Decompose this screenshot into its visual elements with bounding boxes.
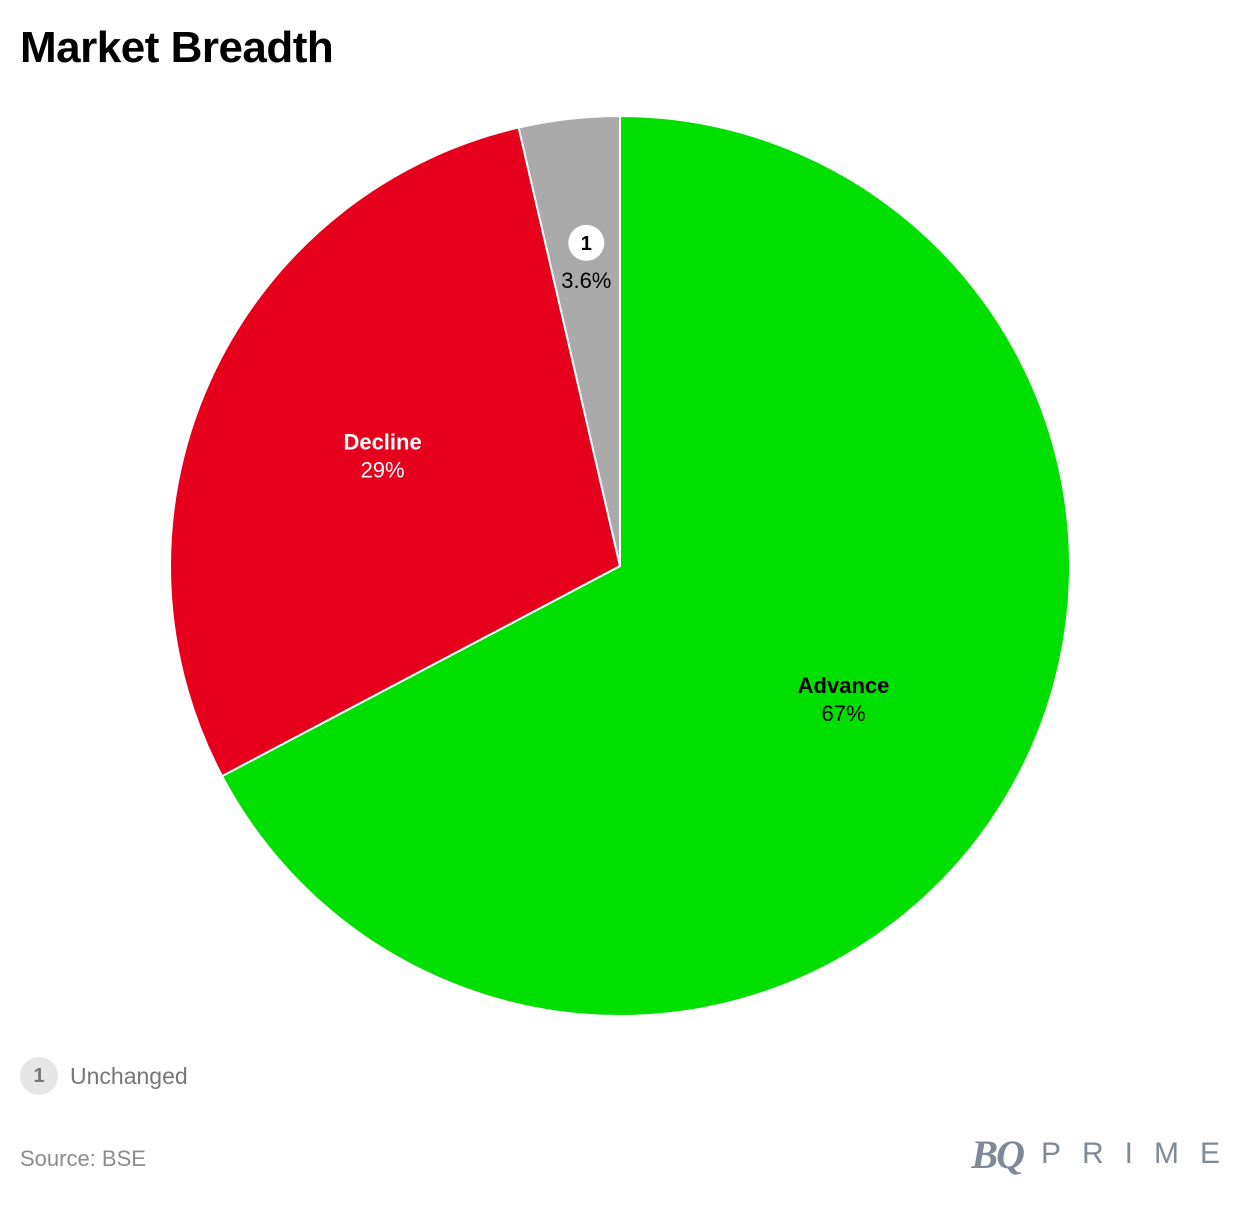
legend: 1 Unchanged: [20, 1056, 188, 1096]
chart-title: Market Breadth: [20, 23, 334, 72]
pie-slice-advance: [221, 115, 1071, 1017]
slice-label-advance: Advance: [798, 673, 890, 698]
slice-marker-number-unchanged: 1: [581, 233, 592, 255]
slice-label-decline: Decline: [343, 429, 421, 454]
logo-bq-text: BQ: [971, 1131, 1025, 1177]
slice-value-decline: 29%: [361, 457, 405, 482]
legend-marker: 1: [20, 1057, 58, 1095]
slice-value-unchanged: 3.6%: [561, 268, 611, 293]
legend-label-unchanged: Unchanged: [70, 1062, 188, 1089]
slice-marker-badge-unchanged: [568, 224, 605, 261]
pie-slice-decline: [169, 126, 621, 778]
source-note: Source: BSE: [20, 1146, 146, 1171]
slice-value-advance: 67%: [821, 701, 865, 726]
brand-logo: BQ PRIME: [971, 1126, 1220, 1182]
logo-prime-text: PRIME: [1040, 1137, 1240, 1170]
